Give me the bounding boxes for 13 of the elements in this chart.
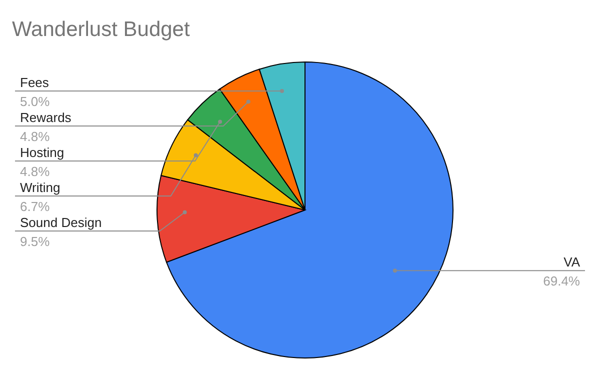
data-label: 4.8% — [20, 164, 50, 179]
data-label: 9.5% — [20, 234, 50, 249]
slice-label: Sound Design — [20, 214, 102, 230]
slice-label: Hosting — [20, 144, 64, 160]
data-label: 4.8% — [20, 128, 50, 144]
slice-label: Writing — [20, 180, 60, 195]
slice-label: VA — [564, 254, 580, 270]
chart-title: Wanderlust Budget — [12, 18, 190, 42]
slice-label: Fees — [20, 74, 50, 90]
data-label: 6.7% — [20, 198, 50, 214]
data-label: 5.0% — [20, 94, 50, 109]
data-label: 69.4% — [543, 274, 580, 289]
slice-label: Rewards — [20, 110, 72, 125]
